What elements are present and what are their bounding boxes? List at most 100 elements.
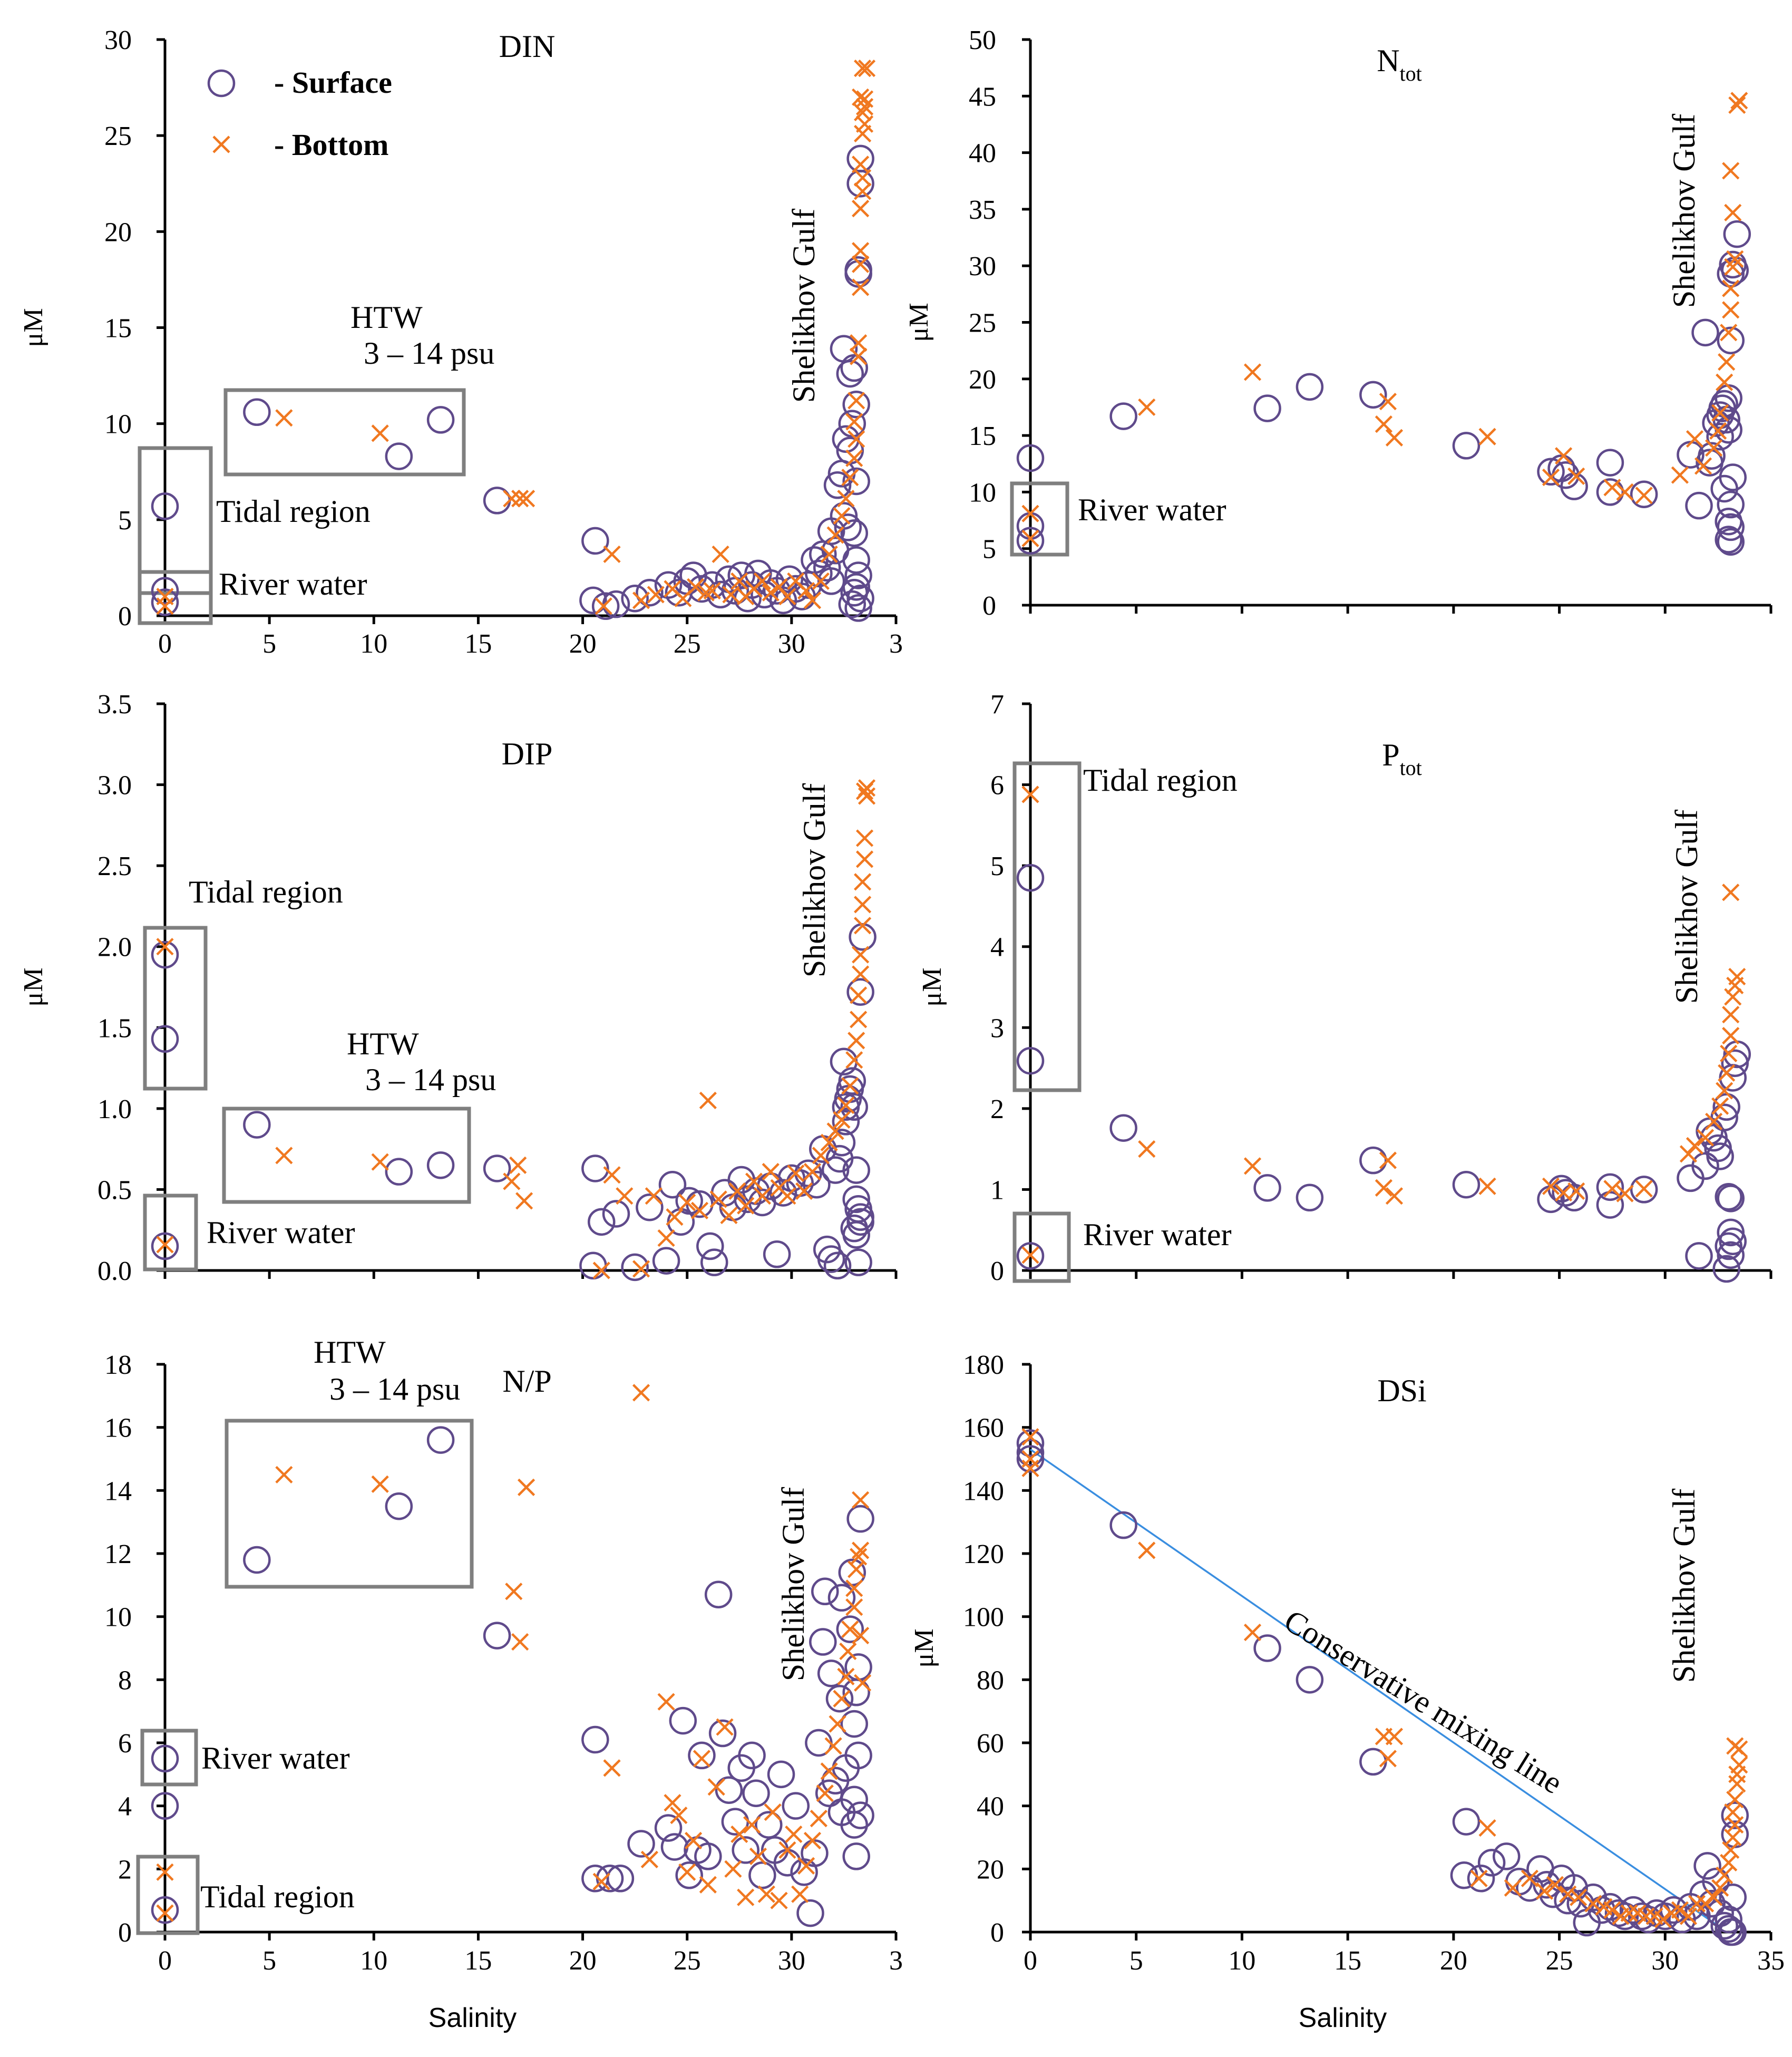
surface-point — [1537, 458, 1565, 486]
bottom-point — [1620, 1904, 1638, 1922]
bottom-point — [852, 1541, 870, 1559]
surface-point — [581, 1154, 609, 1182]
surface-point — [821, 1156, 850, 1184]
bottom-point — [1711, 1879, 1729, 1897]
bottom-point — [515, 1192, 533, 1210]
y-tick-label: 140 — [963, 1476, 1004, 1506]
surface-point — [579, 1251, 607, 1280]
bottom-point — [845, 1598, 863, 1616]
bottom-point — [1243, 1157, 1262, 1175]
bottom-point — [778, 587, 796, 606]
bottom-point — [1696, 1895, 1715, 1913]
bottom-point — [1705, 1888, 1723, 1906]
bottom-point — [1478, 428, 1496, 445]
bottom-point — [697, 584, 715, 601]
bottom-point — [1603, 1901, 1621, 1919]
surface-point — [1698, 442, 1726, 470]
chart-ptot: 0 1 2 3 4 5 6 7 μM Ptot Tidal region River water She… — [917, 690, 1772, 1286]
y-tick-label: 2.5 — [98, 851, 132, 881]
surface-point — [846, 584, 874, 613]
chart-title: Ntot — [1377, 43, 1422, 85]
surface-point — [151, 577, 179, 605]
bottom-point — [837, 490, 855, 508]
surface-point — [1715, 1905, 1742, 1934]
surface-point — [621, 584, 649, 613]
y-tick-label: 0 — [118, 601, 132, 632]
bottom-point — [852, 242, 870, 260]
bottom-point — [647, 586, 665, 604]
surface-point — [1630, 480, 1658, 508]
bottom-point — [1728, 967, 1746, 986]
bottom-point — [511, 490, 529, 508]
surface-point — [840, 579, 868, 607]
surface-point — [732, 1836, 759, 1864]
bottom-point — [1567, 1182, 1585, 1200]
surface-point — [840, 1710, 868, 1738]
bottom-point — [1730, 1756, 1748, 1774]
x-tick-label: 5 — [1129, 1946, 1143, 1976]
bottom-point — [852, 255, 870, 273]
surface-point — [1717, 490, 1745, 519]
bottom-point — [1616, 1185, 1634, 1202]
surface-point — [658, 1170, 687, 1199]
x-tick-label: 30 — [1651, 1946, 1679, 1976]
surface-point — [842, 1156, 870, 1184]
bottom-point — [1720, 1044, 1738, 1063]
surface-point — [840, 519, 868, 547]
bottom-point — [762, 1163, 780, 1181]
bottom-point — [670, 1807, 688, 1825]
surface-point — [243, 1111, 271, 1139]
y-axis-label: μM — [909, 1628, 939, 1667]
bottom-point — [753, 1187, 771, 1205]
bottom-point — [803, 1831, 822, 1850]
bottom-point — [1722, 884, 1740, 901]
bottom-point — [1716, 1866, 1733, 1884]
y-tick-label: 4 — [118, 1792, 132, 1822]
surface-point — [1719, 1227, 1747, 1255]
bottom-point — [1671, 466, 1689, 484]
surface-point — [627, 1830, 655, 1858]
bottom-point — [852, 1491, 870, 1509]
bottom-point — [371, 1475, 389, 1493]
bottom-point — [1542, 1177, 1560, 1195]
y-tick-label: 16 — [104, 1413, 132, 1443]
surface-point — [1109, 1511, 1137, 1539]
bottom-point — [1021, 785, 1039, 803]
y-tick-label: 1 — [990, 1175, 1004, 1205]
bottom-point — [686, 578, 705, 596]
x-axis-label: Salinity — [1299, 2003, 1387, 2033]
surface-point — [1712, 1255, 1740, 1283]
y-tick-label: 0 — [990, 1256, 1004, 1286]
bottom-point — [1686, 430, 1704, 448]
bottom-point — [640, 1850, 658, 1868]
bottom-point — [1616, 483, 1634, 501]
bottom-point — [1720, 324, 1738, 342]
legend-surface-label: - Surface — [274, 65, 392, 100]
surface-point — [1016, 1242, 1045, 1270]
river-box — [1012, 1211, 1071, 1283]
bottom-point — [770, 1891, 788, 1909]
bottom-point — [764, 1803, 782, 1821]
surface-point — [849, 923, 876, 951]
surface-point — [621, 1253, 649, 1282]
surface-point — [1719, 463, 1747, 491]
bottom-point — [1688, 1895, 1706, 1913]
bottom-point — [852, 156, 870, 173]
surface-point — [1706, 422, 1734, 451]
surface-point — [636, 579, 664, 607]
surface-point — [840, 354, 868, 382]
bottom-point — [699, 1876, 717, 1894]
shelikhov-gulf-annotation: Shelikhov Gulf — [797, 783, 832, 977]
surface-point — [844, 1248, 872, 1276]
bottom-point — [757, 1885, 775, 1903]
surface-point — [1016, 1439, 1045, 1467]
surface-point — [1296, 1666, 1324, 1694]
series-bottom — [1021, 1428, 1748, 1928]
bottom-point — [737, 1888, 755, 1906]
bottom-point — [1021, 504, 1039, 522]
bottom-point — [1705, 439, 1723, 457]
river-annotation: River water — [219, 567, 367, 601]
bottom-point — [1570, 1888, 1588, 1906]
bottom-point — [616, 1187, 634, 1205]
